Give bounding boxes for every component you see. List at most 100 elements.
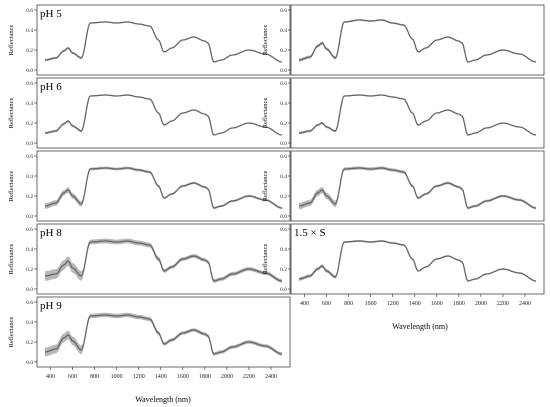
x-tick-label: 2000 xyxy=(475,301,487,307)
y-tick-label: 0.6 xyxy=(26,300,33,306)
x-tick-label: 800 xyxy=(90,374,99,380)
y-tick-label: 0.2 xyxy=(26,267,33,273)
y-tick-label: 0.0 xyxy=(26,214,33,220)
y-tick-label: 0.6 xyxy=(26,81,33,87)
y-tick-label: 0.2 xyxy=(280,121,287,127)
panel-frame xyxy=(290,77,545,149)
y-tick-label: 0.0 xyxy=(26,141,33,147)
y-tick-label: 0.4 xyxy=(280,247,287,253)
panel-6: 0.0 0.2 0.4 0.6 Reflectance xyxy=(262,150,545,222)
x-axis-title-right: Wavelength (nm) xyxy=(392,322,448,331)
y-axis-title: Reflectance xyxy=(262,98,269,129)
spectrum-line xyxy=(44,167,283,209)
x-tick-label: 800 xyxy=(344,301,353,307)
y-tick-label: 0.6 xyxy=(280,8,287,14)
x-tick-label: 600 xyxy=(322,301,331,307)
y-tick-label: 0.4 xyxy=(26,247,33,253)
panel-frame xyxy=(290,223,545,295)
y-tick-label: 0.6 xyxy=(280,81,287,87)
panel-4: 0.0 0.2 0.4 0.6 Reflectance xyxy=(262,77,545,149)
spectrum-band xyxy=(45,94,282,136)
y-tick-label: 0.6 xyxy=(26,227,33,233)
y-tick-label: 0.4 xyxy=(280,174,287,180)
panel-frame xyxy=(36,77,291,149)
panel-label: pH 8 xyxy=(40,227,62,239)
spectrum-band xyxy=(45,21,282,63)
y-tick-label: 0.4 xyxy=(26,320,33,326)
panel-2: 0.0 0.2 0.4 0.6 Reflectance xyxy=(262,4,545,76)
panel-7: 0.0 0.2 0.4 0.6 Reflectance pH 8 xyxy=(8,223,291,295)
panel-label: pH 5 xyxy=(40,8,62,20)
spectrum-line xyxy=(298,94,537,136)
y-axis-title: Reflectance xyxy=(8,171,15,202)
spectrum-line xyxy=(44,21,283,63)
spectrum-band xyxy=(299,94,536,136)
y-tick-label: 0.2 xyxy=(26,340,33,346)
y-tick-label: 0.4 xyxy=(280,101,287,107)
x-tick-label: 1400 xyxy=(409,301,421,307)
x-tick-label: 2200 xyxy=(497,301,509,307)
spectrum-line xyxy=(44,314,283,355)
panel-label: pH 9 xyxy=(40,300,62,312)
y-tick-label: 0.0 xyxy=(26,287,33,293)
y-tick-label: 0.2 xyxy=(26,194,33,200)
y-tick-label: 0.6 xyxy=(26,8,33,14)
y-tick-label: 0.0 xyxy=(280,287,287,293)
y-tick-label: 0.2 xyxy=(280,267,287,273)
x-tick-label: 2400 xyxy=(519,301,531,307)
y-tick-label: 0.0 xyxy=(26,360,33,366)
y-tick-label: 0.0 xyxy=(26,68,33,74)
x-tick-label: 1800 xyxy=(199,374,211,380)
panel-3: 0.0 0.2 0.4 0.6 Reflectance pH 6 xyxy=(8,77,291,149)
y-axis-title: Reflectance xyxy=(262,244,269,275)
y-tick-label: 0.2 xyxy=(280,48,287,54)
x-tick-label: 1000 xyxy=(365,301,377,307)
y-tick-label: 0.4 xyxy=(280,28,287,34)
y-axis-title: Reflectance xyxy=(262,25,269,56)
x-axis-title-left: Wavelength (nm) xyxy=(135,395,191,404)
y-tick-label: 0.4 xyxy=(26,174,33,180)
spectrum-band xyxy=(299,166,536,210)
y-axis-title: Reflectance xyxy=(8,317,15,348)
y-axis-title: Reflectance xyxy=(8,244,15,275)
panel-frame xyxy=(36,4,291,76)
panel-frame xyxy=(36,150,291,222)
spectrum-line xyxy=(298,19,537,63)
x-tick-label: 1600 xyxy=(177,374,189,380)
spectrum-band xyxy=(299,19,536,63)
panel-1: 0.0 0.2 0.4 0.6 Reflectance pH 5 xyxy=(8,4,291,76)
y-tick-label: 0.2 xyxy=(26,121,33,127)
panel-frame xyxy=(36,223,291,295)
spectrum-band xyxy=(45,166,282,210)
x-tick-label: 2400 xyxy=(265,374,277,380)
y-tick-label: 0.0 xyxy=(280,141,287,147)
y-axis-title: Reflectance xyxy=(8,25,15,56)
y-tick-label: 0.6 xyxy=(280,154,287,160)
spectrum-line xyxy=(44,94,283,136)
x-tick-label: 1200 xyxy=(387,301,399,307)
panel-frame xyxy=(290,4,545,76)
y-tick-label: 0.6 xyxy=(26,154,33,160)
spectrum-line xyxy=(44,240,283,282)
panel-label: 1.5 × S xyxy=(294,227,326,239)
x-tick-label: 2000 xyxy=(221,374,233,380)
panel-9: 0.0 0.2 0.4 0.6 Reflectance pH 9 400 600 800 1000… xyxy=(8,296,291,380)
spectrum-band xyxy=(299,240,536,282)
x-tick-label: 600 xyxy=(68,374,77,380)
panel-frame xyxy=(36,296,291,368)
y-tick-label: 0.2 xyxy=(280,194,287,200)
x-tick-label: 1600 xyxy=(431,301,443,307)
x-tick-label: 1800 xyxy=(453,301,465,307)
spectrum-line xyxy=(298,240,537,282)
x-tick-label: 1200 xyxy=(133,374,145,380)
panel-frame xyxy=(290,150,545,222)
x-tick-label: 2200 xyxy=(243,374,255,380)
y-axis-title: Reflectance xyxy=(262,171,269,202)
x-tick-label: 1000 xyxy=(111,374,123,380)
x-tick-label: 400 xyxy=(300,301,309,307)
y-tick-label: 0.2 xyxy=(26,48,33,54)
y-tick-label: 0.0 xyxy=(280,68,287,74)
y-axis-title: Reflectance xyxy=(8,98,15,129)
y-tick-label: 0.4 xyxy=(26,28,33,34)
